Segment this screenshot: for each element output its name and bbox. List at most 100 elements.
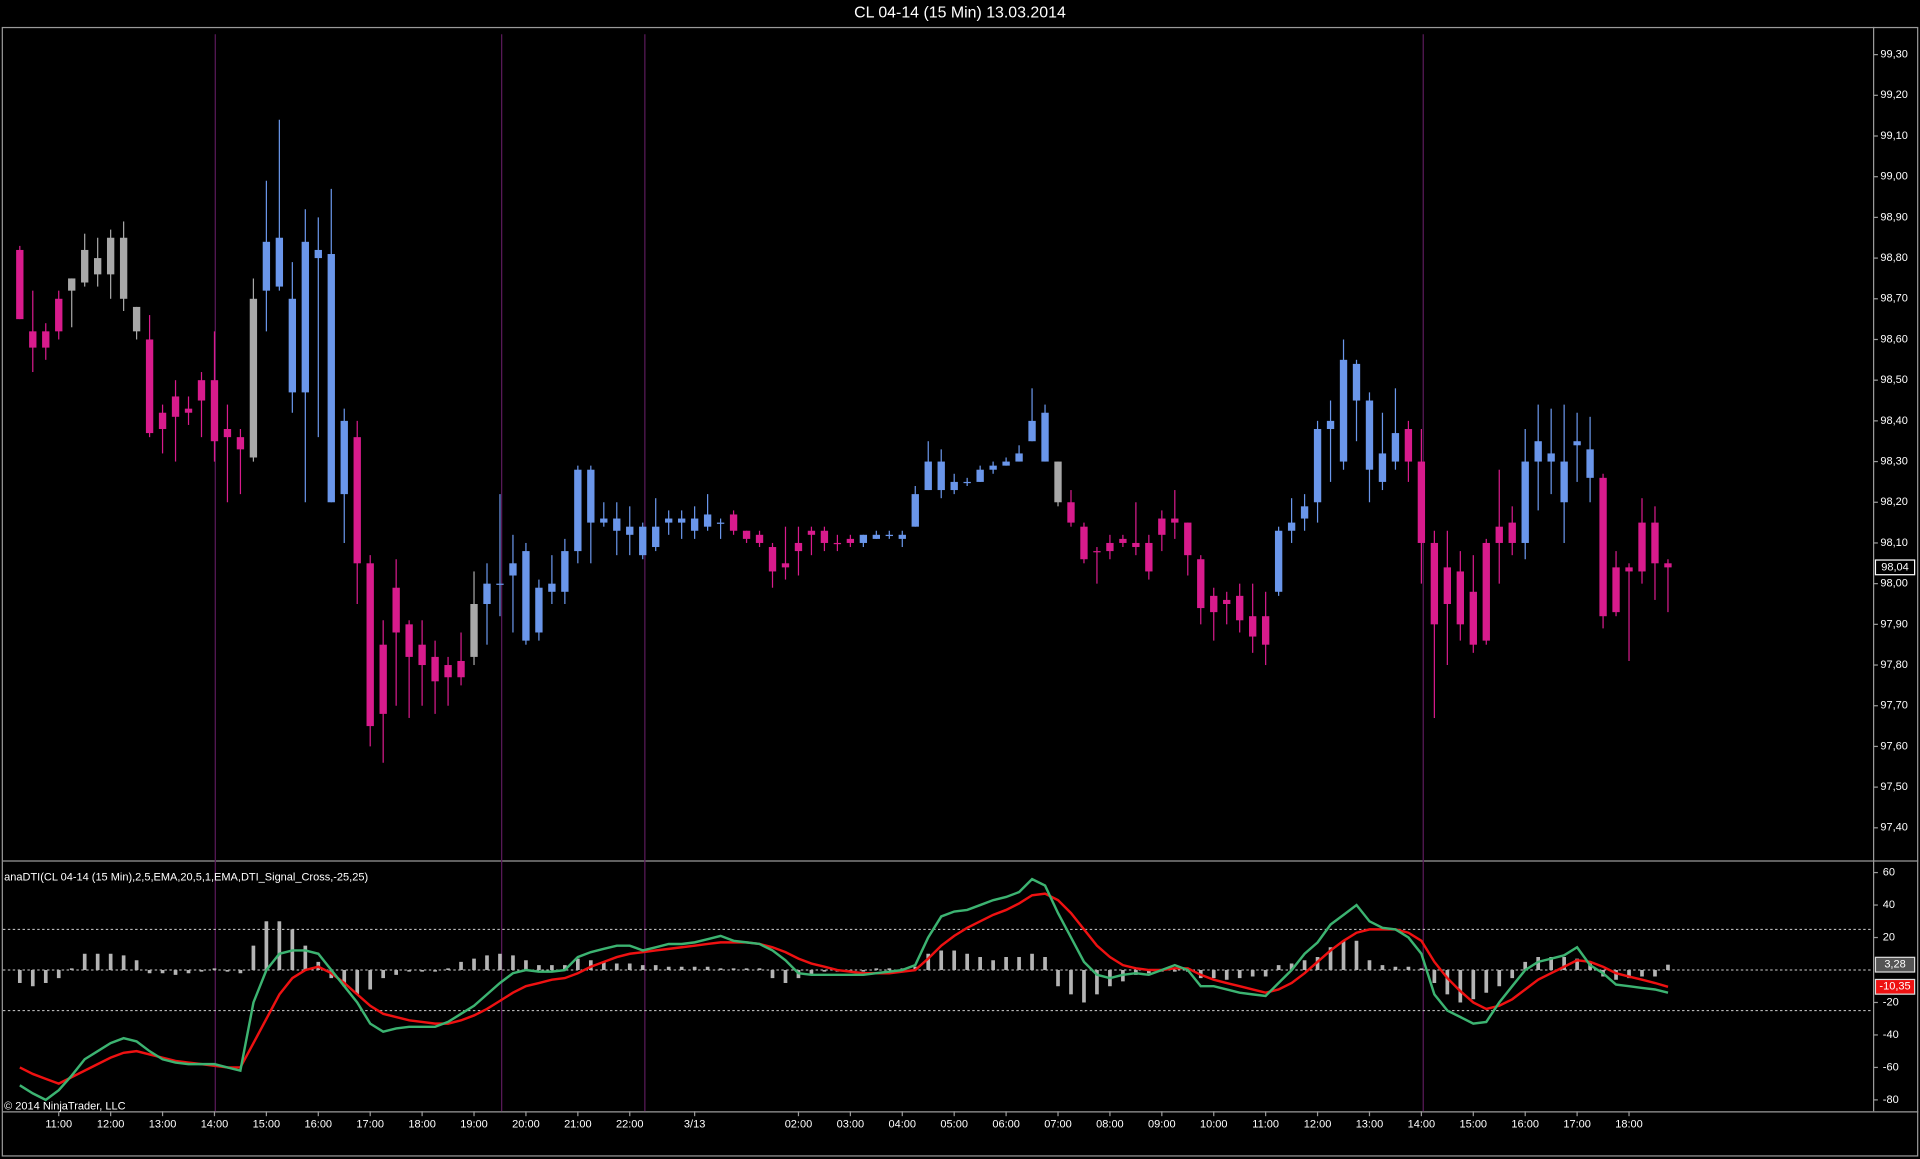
candle-body <box>94 258 102 275</box>
histogram-bar <box>1523 961 1528 970</box>
histogram-bar <box>757 968 762 970</box>
histogram-bar <box>368 969 373 990</box>
y-tick-label: -20 <box>1883 996 1899 1008</box>
histogram-bar <box>550 965 554 970</box>
histogram-bar <box>69 968 74 970</box>
candle-body <box>716 522 725 524</box>
candle-body <box>613 518 621 531</box>
candle-body <box>171 396 180 417</box>
histogram-bar <box>718 968 723 970</box>
x-tick-label: 17:00 <box>356 1119 384 1131</box>
histogram-bar <box>1484 969 1489 993</box>
candle-body <box>626 526 634 535</box>
candle-body <box>1093 551 1101 553</box>
histogram-bar <box>121 955 126 970</box>
histogram-bar <box>861 969 866 972</box>
histogram-bar <box>1497 969 1502 987</box>
histogram-bar <box>225 969 230 972</box>
candle-body <box>1547 453 1555 462</box>
x-tick-label: 16:00 <box>1511 1119 1539 1131</box>
y-tick-label: 99,00 <box>1880 171 1908 183</box>
histogram-bar <box>459 961 463 970</box>
histogram-bar <box>576 958 580 970</box>
candle-body <box>1210 595 1218 613</box>
histogram-bar <box>56 969 61 979</box>
histogram-bar <box>1393 966 1398 970</box>
candle-body <box>665 518 673 523</box>
histogram-bar <box>1367 960 1372 970</box>
candle-body <box>1249 616 1257 637</box>
histogram-bar <box>1211 969 1216 979</box>
candle-body <box>236 437 245 450</box>
histogram-bar <box>147 969 152 974</box>
histogram-bar <box>1575 958 1579 970</box>
candle-body <box>1119 538 1127 543</box>
y-tick-label: 97,60 <box>1880 740 1908 752</box>
candle-body <box>1469 591 1477 645</box>
candle-body <box>68 278 76 291</box>
histogram-bar <box>1354 940 1359 970</box>
candle-body <box>1482 542 1490 641</box>
histogram-bar <box>731 968 736 970</box>
histogram-bar <box>1302 960 1307 970</box>
x-tick-label: 14:00 <box>201 1119 229 1131</box>
histogram-bar <box>1276 965 1281 970</box>
candle-body <box>820 530 829 543</box>
histogram-bar <box>1536 957 1541 970</box>
candle-body <box>418 644 426 666</box>
histogram-bar <box>939 950 944 970</box>
histogram-bar <box>238 969 243 974</box>
candle-body <box>132 306 141 332</box>
y-tick-label: 98,90 <box>1880 211 1908 223</box>
candle-body <box>431 656 439 682</box>
histogram-bar <box>601 961 606 970</box>
histogram-bar <box>809 969 814 975</box>
histogram-bar <box>1172 969 1177 972</box>
x-tick-label: 19:00 <box>460 1119 488 1131</box>
candle-body <box>574 469 582 552</box>
x-tick-label: 18:00 <box>408 1119 436 1131</box>
histogram-bar <box>770 969 775 979</box>
histogram-bar <box>627 963 632 970</box>
candle-body <box>885 534 893 537</box>
histogram-bar <box>472 958 476 970</box>
candle-body <box>81 249 89 283</box>
candle-body <box>1080 526 1088 560</box>
last-value-box <box>1874 978 1916 995</box>
histogram-bar <box>1095 969 1099 995</box>
x-tick-label: 11:00 <box>1252 1119 1279 1131</box>
histogram-bar <box>498 953 502 970</box>
candle-body <box>197 380 206 401</box>
x-tick-label: 06:00 <box>992 1119 1020 1131</box>
y-tick-label: 97,90 <box>1880 618 1908 630</box>
histogram-bar <box>537 965 541 970</box>
session-lines <box>214 34 1424 1112</box>
histogram-bar <box>1549 957 1553 970</box>
candle-body <box>989 465 997 470</box>
candle-body <box>1508 522 1516 543</box>
histogram-bar <box>1614 969 1618 980</box>
histogram-bar <box>1250 969 1255 977</box>
candle-body <box>1184 522 1192 556</box>
candle-body <box>1041 412 1049 462</box>
candle-body <box>755 534 764 543</box>
candle-body <box>1443 567 1452 604</box>
histogram-bar <box>1030 953 1034 970</box>
x-tick-label: 15:00 <box>1460 1119 1488 1131</box>
x-tick-label: 09:00 <box>1148 1119 1176 1131</box>
y-tick-label: 97,70 <box>1880 700 1908 712</box>
candle-body <box>833 542 842 545</box>
histogram-bar <box>1380 965 1385 970</box>
candle-body <box>1171 518 1179 523</box>
candle-body <box>781 563 790 568</box>
histogram-bar <box>420 969 424 972</box>
candle-body <box>288 298 297 393</box>
candle-body <box>535 587 543 633</box>
candle-body <box>314 249 322 259</box>
y-tick-label: 98,50 <box>1880 374 1908 386</box>
candle-body <box>924 461 932 491</box>
histogram-bar <box>1017 957 1021 970</box>
y-tick-label: 60 <box>1883 866 1895 878</box>
candle-body <box>898 534 906 539</box>
